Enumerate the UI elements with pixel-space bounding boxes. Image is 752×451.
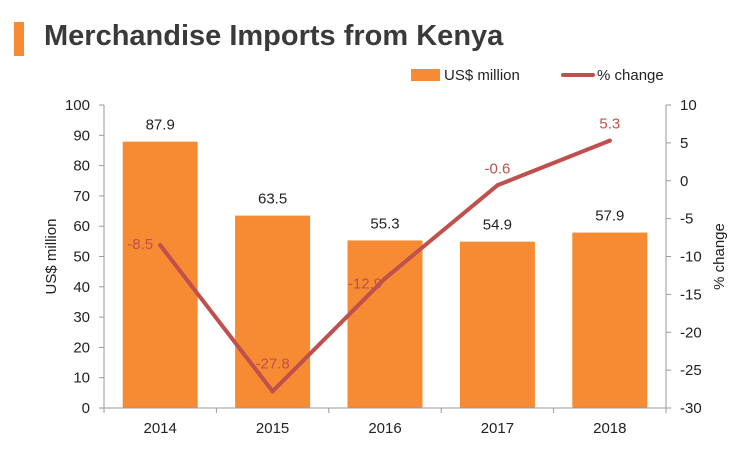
left-axis-title: US$ million xyxy=(43,219,60,295)
title-accent-bar xyxy=(14,22,24,56)
bar-value-label: 54.9 xyxy=(483,217,512,234)
left-tick-label: 60 xyxy=(73,218,90,235)
line-point xyxy=(270,389,275,394)
line-value-label: 5.3 xyxy=(599,116,620,133)
left-tick-label: 30 xyxy=(73,309,90,326)
right-axis-title: % change xyxy=(711,223,728,290)
right-tick-label: -25 xyxy=(680,362,702,379)
left-tick-label: 50 xyxy=(73,249,90,266)
right-axis: -30 -25 -20 -15 -10 -5 0 5 10 % change xyxy=(665,97,728,417)
bar-value-label: 57.9 xyxy=(595,208,624,225)
category-label: 2014 xyxy=(144,420,177,437)
category-label: 2018 xyxy=(593,420,626,437)
line-point xyxy=(607,138,612,143)
legend-swatch-bar xyxy=(411,69,440,81)
bar-value-label: 55.3 xyxy=(370,215,399,232)
right-tick-label: -20 xyxy=(680,324,702,341)
right-tick-label: -30 xyxy=(680,400,702,417)
legend-label-bar: US$ million xyxy=(444,67,520,84)
left-tick-label: 80 xyxy=(73,158,90,175)
left-tick-label: 0 xyxy=(82,400,90,417)
left-tick-label: 90 xyxy=(73,127,90,144)
bar xyxy=(122,141,198,408)
category-label: 2016 xyxy=(368,420,401,437)
right-tick-label: 10 xyxy=(680,97,697,114)
bar xyxy=(572,232,648,408)
right-tick-label: 5 xyxy=(680,135,688,152)
line-value-label: -27.8 xyxy=(255,355,289,372)
chart-title: Merchandise Imports from Kenya xyxy=(44,20,504,52)
bar-value-label: 63.5 xyxy=(258,191,287,208)
line-value-label: -12.9 xyxy=(348,275,382,292)
right-tick-label: -5 xyxy=(680,211,693,228)
right-tick-label: 0 xyxy=(680,173,688,190)
line-series: -8.5 -27.8 -12.9 -0.6 5.3 xyxy=(127,116,620,394)
line-point xyxy=(495,183,500,188)
left-tick-label: 10 xyxy=(73,370,90,387)
category-label: 2017 xyxy=(481,420,514,437)
legend-label-line: % change xyxy=(597,67,664,84)
left-axis: 0 10 20 30 40 50 60 70 80 90 100 US$ million xyxy=(43,97,105,417)
left-tick-label: 100 xyxy=(65,97,90,114)
line-point xyxy=(383,276,387,281)
bar xyxy=(347,240,423,408)
legend: US$ million % change xyxy=(411,67,664,84)
bar-series: 87.9 63.5 55.3 54.9 57.9 xyxy=(122,117,648,408)
line-value-label: -0.6 xyxy=(484,160,510,177)
left-tick-label: 70 xyxy=(73,188,90,205)
bar-value-label: 87.9 xyxy=(146,117,175,134)
bar xyxy=(235,215,311,408)
left-tick-label: 40 xyxy=(73,279,90,296)
category-axis: 2014 2015 2016 2017 2018 xyxy=(103,407,667,437)
line-value-label: -8.5 xyxy=(127,236,153,253)
line-point xyxy=(158,243,163,248)
right-tick-label: -15 xyxy=(680,286,702,303)
left-tick-label: 20 xyxy=(73,339,90,356)
right-tick-label: -10 xyxy=(680,249,702,266)
bar xyxy=(459,241,535,408)
category-label: 2015 xyxy=(256,420,289,437)
